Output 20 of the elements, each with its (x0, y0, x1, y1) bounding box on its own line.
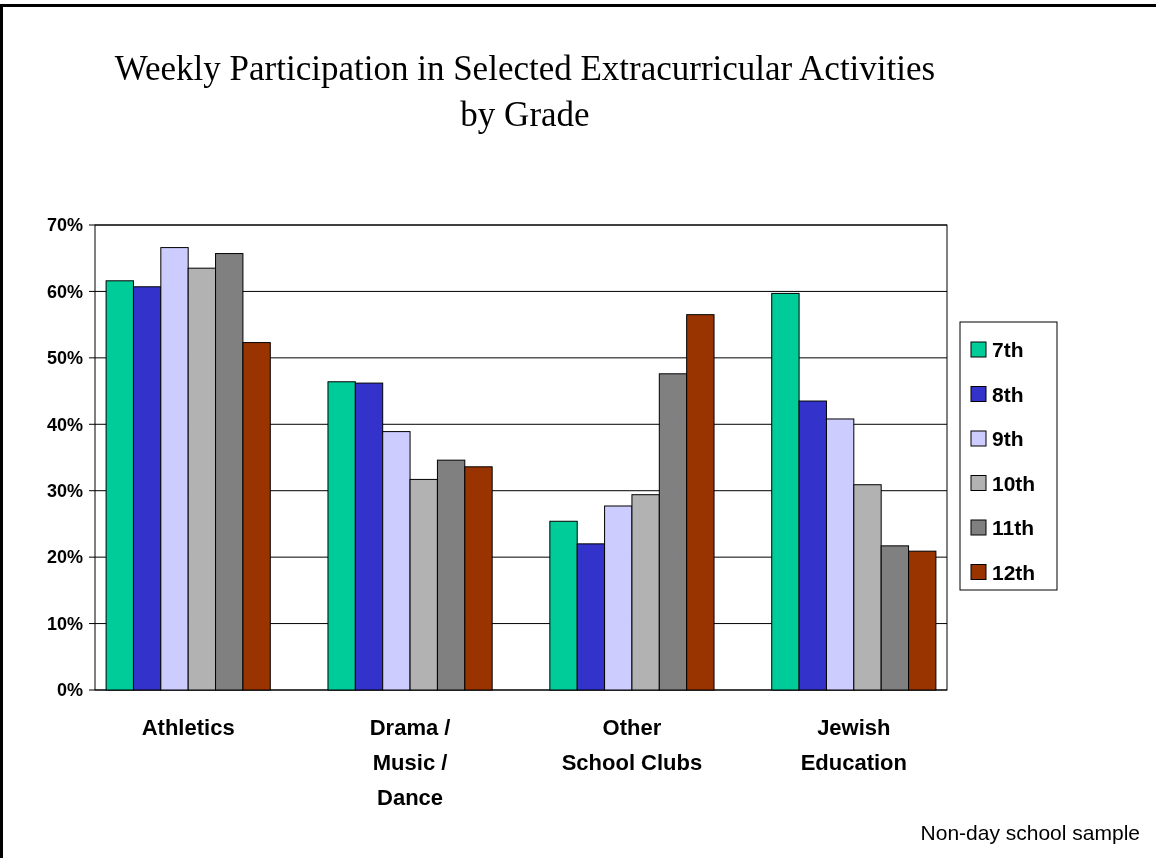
x-tick-label: Jewish Education (800, 715, 907, 775)
y-tick-label: 10% (46, 613, 83, 634)
legend-label: 8th (992, 382, 1024, 406)
legend-label: 11th (992, 516, 1035, 540)
y-tick-label: 60% (46, 281, 83, 302)
chart-title: Weekly Participation in Selected Extracurricular Activities by Grade (114, 49, 936, 134)
legend-label: 12th (992, 560, 1036, 584)
x-tick-label: Athletics (141, 715, 235, 740)
y-tick-label: 0% (56, 680, 83, 701)
y-tick-label: 30% (46, 481, 83, 502)
y-tick-label: 40% (46, 414, 83, 435)
text: Non-day school sample (920, 821, 1140, 844)
y-tick-label: 70% (46, 215, 83, 236)
legend-label: 9th (992, 427, 1024, 451)
y-tick-label: 50% (46, 348, 83, 369)
legend-label: 10th (992, 471, 1036, 495)
x-tick-label: Drama / Music / Dance (369, 715, 451, 810)
y-tick-label: 20% (46, 547, 83, 568)
legend-label: 7th (992, 338, 1024, 362)
x-tick-label: Other School Clubs (561, 715, 703, 775)
